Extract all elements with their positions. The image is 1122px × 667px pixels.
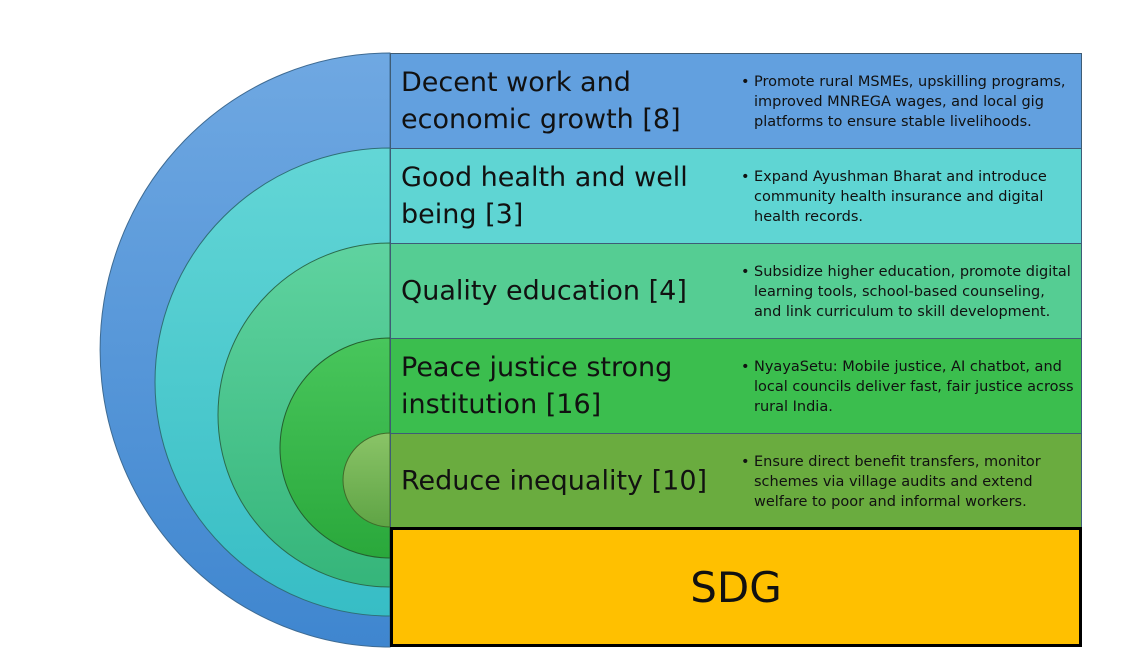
- band-good-health: Good health and well being [3] Expand Ay…: [390, 148, 1082, 244]
- band-note: Ensure direct benefit transfers, monitor…: [741, 452, 1076, 512]
- band-quality-education: Quality education [4] Subsidize higher e…: [390, 243, 1082, 339]
- band-title: Reduce inequality [10]: [401, 465, 708, 496]
- band-title: Peace justice strong institution [16]: [401, 352, 673, 420]
- arc-reduce-inequality: [342, 432, 391, 528]
- band-decent-work: Decent work and economic growth [8] Prom…: [390, 53, 1082, 149]
- band-note: Expand Ayushman Bharat and introduce com…: [741, 167, 1076, 227]
- band-note: Promote rural MSMEs, upskilling programs…: [741, 72, 1076, 132]
- sdg-label: SDG: [690, 562, 782, 612]
- band-note: Subsidize higher education, promote digi…: [741, 262, 1076, 322]
- band-note: NyayaSetu: Mobile justice, AI chatbot, a…: [741, 357, 1076, 417]
- band-title: Good health and well being [3]: [401, 162, 688, 230]
- sdg-box: SDG: [390, 527, 1082, 647]
- band-peace-justice: Peace justice strong institution [16] Ny…: [390, 338, 1082, 434]
- band-title: Quality education [4]: [401, 275, 687, 307]
- band-title: Decent work and economic growth [8]: [401, 67, 681, 135]
- band-reduce-inequality: Reduce inequality [10] Ensure direct ben…: [390, 433, 1082, 528]
